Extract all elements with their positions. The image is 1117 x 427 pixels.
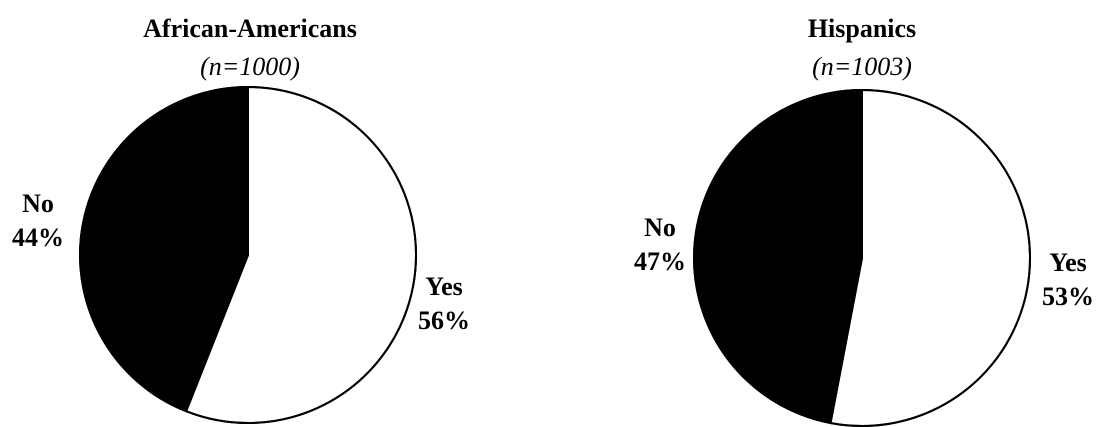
chart-subtitle: (n=1000)	[200, 52, 300, 81]
slice-percent-yes: 53%	[1042, 282, 1094, 311]
pie-chart-african-americans: African-Americans (n=1000) Yes 56% No 44…	[2, 14, 480, 424]
slice-label-yes: Yes 56%	[408, 270, 480, 338]
pie-outline	[79, 86, 417, 424]
slice-percent-yes: 56%	[418, 306, 470, 335]
pie-slice-no	[693, 88, 863, 425]
slice-category-yes: Yes	[425, 272, 463, 301]
slice-percent-no: 47%	[634, 247, 686, 276]
pie-chart-hispanics: Hispanics (n=1003) Yes 53% No 47%	[560, 0, 1117, 427]
chart-title: Hispanics	[807, 14, 917, 43]
slice-label-yes: Yes 53%	[1030, 246, 1106, 314]
slice-percent-no: 44%	[12, 223, 64, 252]
pie-svg	[693, 88, 1031, 427]
pie-outline	[693, 89, 1031, 427]
slice-label-no: No 44%	[2, 187, 74, 255]
pie-svg	[79, 85, 417, 424]
slice-category-yes: Yes	[1049, 248, 1087, 277]
slice-category-no: No	[644, 213, 676, 242]
chart-title: African-Americans	[143, 14, 357, 43]
chart-subtitle: (n=1003)	[812, 52, 912, 81]
slice-label-no: No 47%	[622, 211, 698, 279]
slice-category-no: No	[22, 189, 54, 218]
